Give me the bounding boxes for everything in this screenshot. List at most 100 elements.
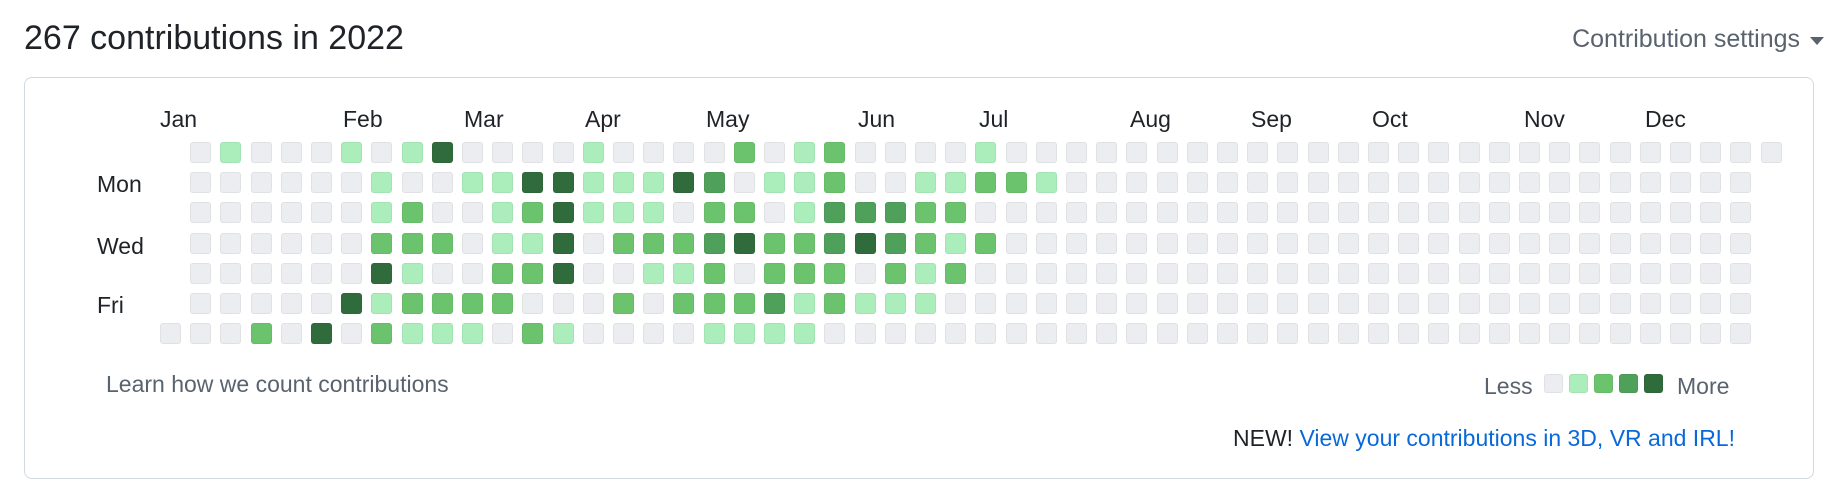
contribution-day-cell[interactable]: [492, 323, 513, 344]
contribution-day-cell[interactable]: [1428, 172, 1449, 193]
contribution-day-cell[interactable]: [1700, 202, 1721, 223]
contribution-day-cell[interactable]: [764, 142, 785, 163]
contribution-day-cell[interactable]: [1730, 202, 1751, 223]
contribution-day-cell[interactable]: [1217, 202, 1238, 223]
contribution-day-cell[interactable]: [704, 323, 725, 344]
contribution-day-cell[interactable]: [432, 323, 453, 344]
contribution-day-cell[interactable]: [1036, 233, 1057, 254]
contribution-day-cell[interactable]: [251, 172, 272, 193]
contribution-day-cell[interactable]: [1398, 172, 1419, 193]
contribution-day-cell[interactable]: [432, 233, 453, 254]
contribution-day-cell[interactable]: [1549, 293, 1570, 314]
contribution-day-cell[interactable]: [553, 263, 574, 284]
contribution-day-cell[interactable]: [1368, 172, 1389, 193]
contribution-day-cell[interactable]: [553, 293, 574, 314]
contribution-day-cell[interactable]: [251, 263, 272, 284]
contribution-day-cell[interactable]: [190, 142, 211, 163]
contribution-day-cell[interactable]: [764, 202, 785, 223]
contribution-day-cell[interactable]: [1610, 233, 1631, 254]
contribution-day-cell[interactable]: [1157, 172, 1178, 193]
contribution-day-cell[interactable]: [1398, 263, 1419, 284]
contribution-day-cell[interactable]: [371, 172, 392, 193]
contribution-day-cell[interactable]: [1610, 142, 1631, 163]
contribution-day-cell[interactable]: [1066, 172, 1087, 193]
contribution-day-cell[interactable]: [432, 172, 453, 193]
contribution-day-cell[interactable]: [1187, 263, 1208, 284]
contribution-day-cell[interactable]: [1519, 293, 1540, 314]
contribution-day-cell[interactable]: [1579, 233, 1600, 254]
contribution-day-cell[interactable]: [1428, 263, 1449, 284]
contribution-day-cell[interactable]: [1579, 172, 1600, 193]
contribution-day-cell[interactable]: [1036, 172, 1057, 193]
contribution-day-cell[interactable]: [1187, 202, 1208, 223]
learn-contributions-link[interactable]: Learn how we count contributions: [106, 371, 449, 397]
contribution-day-cell[interactable]: [975, 263, 996, 284]
contribution-day-cell[interactable]: [1610, 263, 1631, 284]
contribution-day-cell[interactable]: [945, 323, 966, 344]
contribution-day-cell[interactable]: [915, 323, 936, 344]
contribution-day-cell[interactable]: [975, 142, 996, 163]
contribution-day-cell[interactable]: [704, 263, 725, 284]
contribution-day-cell[interactable]: [190, 293, 211, 314]
contribution-day-cell[interactable]: [673, 323, 694, 344]
contribution-day-cell[interactable]: [734, 323, 755, 344]
contribution-day-cell[interactable]: [371, 263, 392, 284]
contribution-day-cell[interactable]: [1368, 142, 1389, 163]
contribution-day-cell[interactable]: [583, 172, 604, 193]
contribution-day-cell[interactable]: [1489, 263, 1510, 284]
contribution-day-cell[interactable]: [1730, 233, 1751, 254]
contribution-day-cell[interactable]: [251, 323, 272, 344]
contribution-day-cell[interactable]: [1519, 263, 1540, 284]
contribution-day-cell[interactable]: [794, 172, 815, 193]
contribution-day-cell[interactable]: [1670, 323, 1691, 344]
contribution-day-cell[interactable]: [1006, 323, 1027, 344]
contribution-day-cell[interactable]: [855, 142, 876, 163]
contribution-day-cell[interactable]: [613, 142, 634, 163]
contribution-day-cell[interactable]: [915, 293, 936, 314]
contribution-day-cell[interactable]: [1519, 233, 1540, 254]
contribution-day-cell[interactable]: [1428, 142, 1449, 163]
contribution-day-cell[interactable]: [1036, 263, 1057, 284]
contribution-day-cell[interactable]: [673, 202, 694, 223]
contribution-day-cell[interactable]: [1006, 293, 1027, 314]
contribution-day-cell[interactable]: [1277, 172, 1298, 193]
contribution-day-cell[interactable]: [1036, 202, 1057, 223]
contribution-day-cell[interactable]: [1096, 233, 1117, 254]
contribution-day-cell[interactable]: [1700, 293, 1721, 314]
contribution-day-cell[interactable]: [492, 293, 513, 314]
contribution-day-cell[interactable]: [371, 293, 392, 314]
contribution-day-cell[interactable]: [1579, 293, 1600, 314]
contribution-day-cell[interactable]: [1579, 142, 1600, 163]
contribution-day-cell[interactable]: [855, 293, 876, 314]
contribution-day-cell[interactable]: [1338, 293, 1359, 314]
contribution-day-cell[interactable]: [1730, 293, 1751, 314]
contribution-day-cell[interactable]: [643, 263, 664, 284]
contribution-day-cell[interactable]: [1368, 293, 1389, 314]
contribution-day-cell[interactable]: [855, 323, 876, 344]
contribution-day-cell[interactable]: [1006, 263, 1027, 284]
contribution-day-cell[interactable]: [1700, 323, 1721, 344]
contribution-day-cell[interactable]: [1489, 323, 1510, 344]
contribution-day-cell[interactable]: [1459, 293, 1480, 314]
contribution-day-cell[interactable]: [1247, 323, 1268, 344]
contribution-day-cell[interactable]: [492, 233, 513, 254]
contribution-day-cell[interactable]: [281, 323, 302, 344]
contribution-day-cell[interactable]: [643, 323, 664, 344]
contribution-day-cell[interactable]: [673, 142, 694, 163]
contribution-day-cell[interactable]: [281, 263, 302, 284]
contribution-day-cell[interactable]: [1157, 142, 1178, 163]
contribution-day-cell[interactable]: [975, 233, 996, 254]
contribution-day-cell[interactable]: [1549, 202, 1570, 223]
contribution-day-cell[interactable]: [1670, 142, 1691, 163]
contribution-day-cell[interactable]: [1006, 172, 1027, 193]
contribution-day-cell[interactable]: [1730, 263, 1751, 284]
contribution-day-cell[interactable]: [1096, 202, 1117, 223]
contribution-day-cell[interactable]: [613, 293, 634, 314]
contribution-day-cell[interactable]: [220, 202, 241, 223]
contribution-day-cell[interactable]: [190, 202, 211, 223]
contribution-day-cell[interactable]: [1640, 263, 1661, 284]
contribution-day-cell[interactable]: [1640, 233, 1661, 254]
contribution-day-cell[interactable]: [1549, 323, 1570, 344]
contribution-day-cell[interactable]: [251, 142, 272, 163]
contribution-day-cell[interactable]: [311, 202, 332, 223]
